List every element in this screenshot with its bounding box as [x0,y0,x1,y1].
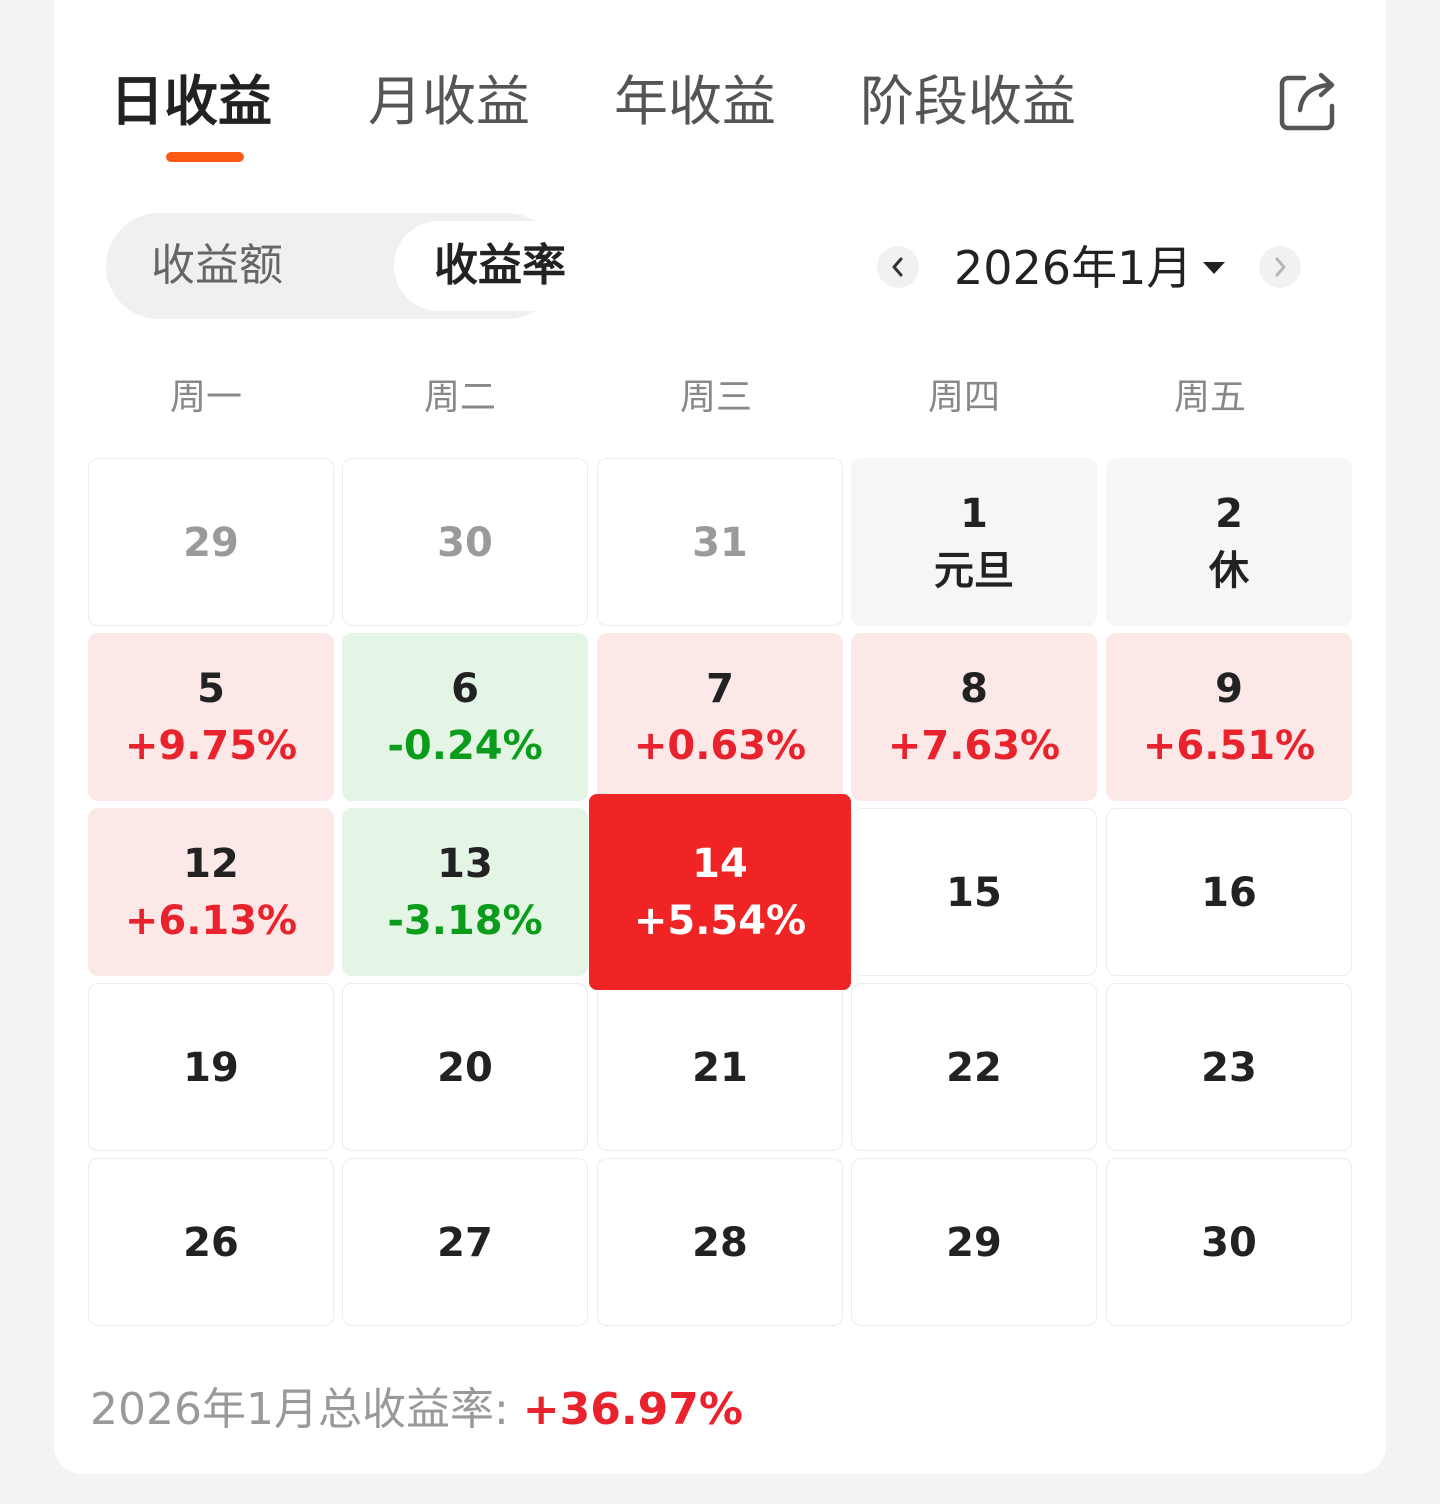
day-number: 26 [183,1220,239,1266]
metric-toggle: 收益额 收益率 [106,213,606,319]
day-number: 14 [692,841,748,887]
calendar-day[interactable]: 23 [1106,983,1352,1151]
tab-daily-earnings[interactable]: 日收益 [110,70,272,133]
calendar-day[interactable]: 13 -3.18% [342,808,588,976]
day-number: 21 [692,1045,748,1091]
day-number: 9 [1215,666,1243,712]
tab-yearly-earnings[interactable]: 年收益 [614,70,776,133]
day-number: 28 [692,1220,748,1266]
day-number: 31 [692,520,748,566]
summary-label: 2026年1月总收益率: [90,1384,523,1435]
calendar-day[interactable]: 12 +6.13% [88,808,334,976]
weekday-label: 周五 [1173,377,1246,418]
weekday-label: 周二 [423,377,496,418]
calendar-day[interactable]: 21 [597,983,843,1151]
calendar-day[interactable]: 15 [851,808,1097,976]
day-number: 20 [437,1045,493,1091]
day-number: 19 [183,1045,239,1091]
share-button[interactable] [1278,70,1338,132]
day-number: 1 [960,491,988,537]
weekday-label: 周四 [927,377,1000,418]
calendar-day[interactable]: 31 [597,458,843,626]
day-number: 29 [946,1220,1002,1266]
calendar-day[interactable]: 5 +9.75% [88,633,334,801]
amount-option[interactable]: 收益额 [151,240,283,291]
calendar-day[interactable]: 30 [1106,1158,1352,1326]
day-return-rate: -0.24% [387,723,543,769]
holiday-note: 休 [1209,548,1249,594]
day-return-rate: +5.54% [633,898,807,944]
day-number: 2 [1215,491,1243,537]
calendar-day[interactable]: 28 [597,1158,843,1326]
day-return-rate: +7.63% [887,723,1061,769]
day-number: 29 [183,520,239,566]
next-month-button[interactable] [1259,246,1301,288]
calendar-day[interactable]: 1 元旦 [851,458,1097,626]
active-tab-indicator [166,152,244,162]
day-return-rate: +0.63% [633,723,807,769]
share-out-icon [1279,72,1335,131]
calendar-day-today[interactable]: 14 +5.54% [589,794,851,990]
earnings-card: 日收益 月收益 年收益 阶段收益 收益额 收益率 2026年1月 周一 周二 周三 [54,0,1386,1474]
day-number: 27 [437,1220,493,1266]
calendar-day[interactable]: 8 +7.63% [851,633,1097,801]
calendar-day[interactable]: 30 [342,458,588,626]
calendar-day[interactable]: 16 [1106,808,1352,976]
day-number: 30 [1201,1220,1257,1266]
chevron-left-icon [892,257,903,277]
rate-option[interactable]: 收益率 [394,221,606,311]
prev-month-button[interactable] [877,246,919,288]
calendar-day[interactable]: 27 [342,1158,588,1326]
calendar-day[interactable]: 9 +6.51% [1106,633,1352,801]
weekday-label: 周三 [679,377,752,418]
tab-period-earnings[interactable]: 阶段收益 [860,70,1076,133]
calendar-day[interactable]: 29 [851,1158,1097,1326]
day-number: 15 [946,870,1002,916]
caret-down-icon [1203,262,1225,274]
day-return-rate: -3.18% [387,898,543,944]
day-return-rate: +6.51% [1142,723,1316,769]
day-number: 13 [437,841,493,887]
month-summary: 2026年1月总收益率: +36.97% [90,1380,743,1440]
holiday-note: 元旦 [934,548,1014,594]
day-number: 5 [197,666,225,712]
calendar-day[interactable]: 7 +0.63% [597,633,843,801]
day-number: 16 [1201,870,1257,916]
day-number: 12 [183,841,239,887]
summary-total-rate: +36.97% [522,1384,743,1435]
calendar-day[interactable]: 20 [342,983,588,1151]
calendar-day[interactable]: 26 [88,1158,334,1326]
month-label[interactable]: 2026年1月 [954,241,1193,295]
day-number: 22 [946,1045,1002,1091]
calendar-day[interactable]: 6 -0.24% [342,633,588,801]
calendar-day[interactable]: 29 [88,458,334,626]
day-number: 8 [960,666,988,712]
day-number: 6 [451,666,479,712]
weekday-label: 周一 [169,377,242,418]
day-return-rate: +9.75% [124,723,298,769]
day-number: 23 [1201,1045,1257,1091]
day-number: 30 [437,520,493,566]
tab-bar: 日收益 月收益 年收益 阶段收益 [54,0,1386,180]
calendar-day[interactable]: 19 [88,983,334,1151]
calendar-day[interactable]: 22 [851,983,1097,1151]
day-number: 7 [706,666,734,712]
month-dropdown-button[interactable] [1202,260,1226,279]
chevron-right-icon [1275,257,1286,277]
day-return-rate: +6.13% [124,898,298,944]
tab-monthly-earnings[interactable]: 月收益 [368,70,530,133]
